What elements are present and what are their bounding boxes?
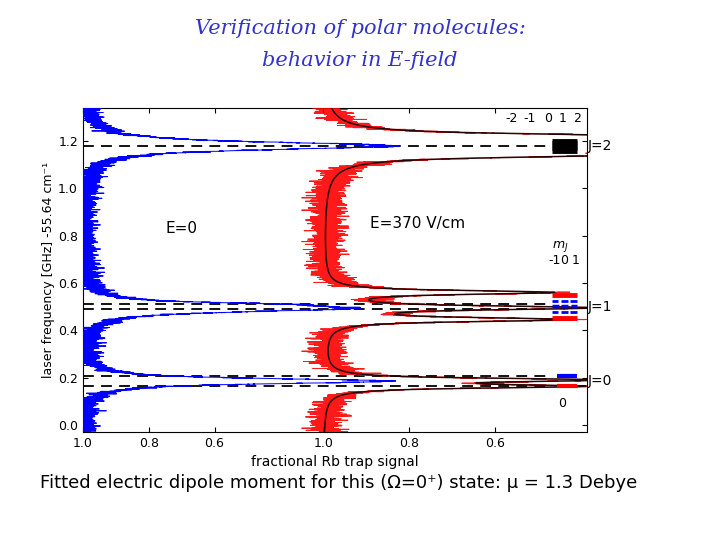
Text: 0: 0	[544, 112, 552, 125]
Text: behavior in E-field: behavior in E-field	[262, 51, 458, 70]
Text: 0: 0	[559, 397, 567, 410]
Text: J=2: J=2	[588, 139, 612, 153]
Text: 2: 2	[573, 112, 581, 125]
X-axis label: fractional Rb trap signal: fractional Rb trap signal	[251, 455, 418, 469]
Text: Verification of polar molecules:: Verification of polar molecules:	[194, 19, 526, 38]
Text: E=370 V/cm: E=370 V/cm	[370, 217, 465, 231]
Text: -2: -2	[505, 112, 518, 125]
Text: 0: 0	[561, 254, 569, 267]
Text: -1: -1	[523, 112, 536, 125]
Text: E=0: E=0	[166, 221, 197, 236]
Text: -1: -1	[548, 254, 560, 267]
Text: Fitted electric dipole moment for this (Ω=0⁺) state: μ = 1.3 Debye: Fitted electric dipole moment for this (…	[40, 474, 637, 492]
Text: 1: 1	[572, 254, 580, 267]
Text: 1: 1	[559, 112, 567, 125]
Text: $m_J$: $m_J$	[552, 239, 568, 254]
Y-axis label: laser frequency [GHz] -55.64 cm⁻¹: laser frequency [GHz] -55.64 cm⁻¹	[42, 162, 55, 378]
Text: J=0: J=0	[588, 374, 612, 388]
Text: J=1: J=1	[588, 300, 612, 314]
